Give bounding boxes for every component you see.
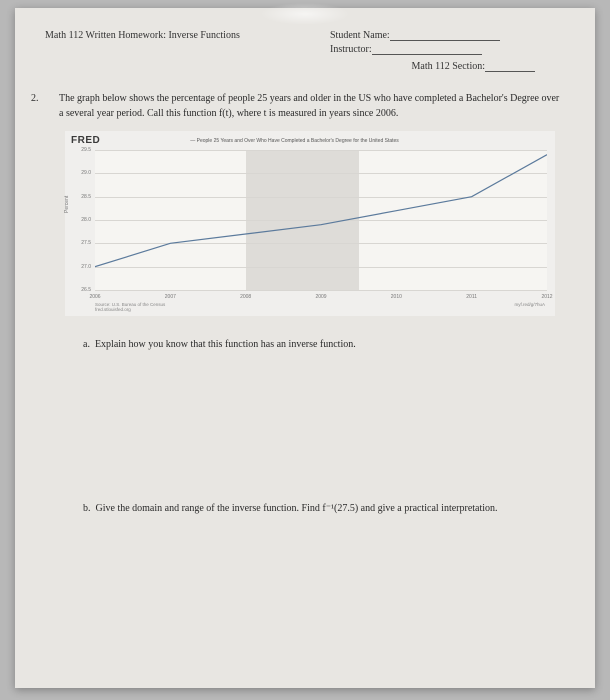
ytick-label: 26.5 bbox=[75, 287, 91, 293]
chart-plot-area: Percent 26.527.027.528.028.529.029.52006… bbox=[95, 150, 547, 290]
ytick-label: 27.0 bbox=[75, 264, 91, 270]
section-blank bbox=[485, 71, 535, 72]
gridline bbox=[95, 290, 547, 291]
question-text: The graph below shows the percentage of … bbox=[59, 93, 559, 119]
chart-ylabel: Percent bbox=[64, 196, 70, 213]
chart-source-right: myf.red/g/7huA bbox=[514, 302, 545, 312]
worksheet-page: Math 112 Written Homework: Inverse Funct… bbox=[15, 8, 595, 688]
chart-titlebar: FRED — People 25 Years and Over Who Have… bbox=[65, 131, 555, 148]
xtick-label: 2011 bbox=[466, 294, 477, 300]
xtick-label: 2009 bbox=[315, 294, 326, 300]
course-title: Math 112 Written Homework: Inverse Funct… bbox=[45, 30, 280, 41]
student-name-label: Student Name: bbox=[330, 30, 390, 41]
header-row-2: Instructor: bbox=[45, 44, 565, 55]
subq-a-text: Explain how you know that this function … bbox=[95, 339, 356, 350]
ytick-label: 28.0 bbox=[75, 217, 91, 223]
chart-source-left: Source: U.S. Bureau of the Census fred.s… bbox=[95, 302, 165, 312]
section-field: Math 112 Section: bbox=[45, 61, 565, 72]
question-2: 2.The graph below shows the percentage o… bbox=[45, 92, 565, 121]
chart-footer: Source: U.S. Bureau of the Census fred.s… bbox=[65, 290, 555, 316]
ytick-label: 27.5 bbox=[75, 240, 91, 246]
sub-question-a: a. Explain how you know that this functi… bbox=[83, 338, 565, 352]
xtick-label: 2007 bbox=[165, 294, 176, 300]
xtick-label: 2008 bbox=[240, 294, 251, 300]
subq-b-text: Give the domain and range of the inverse… bbox=[96, 503, 498, 514]
chart-series-label: — People 25 Years and Over Who Have Comp… bbox=[190, 138, 399, 144]
xtick-label: 2012 bbox=[541, 294, 552, 300]
ytick-label: 29.5 bbox=[75, 147, 91, 153]
ytick-label: 29.0 bbox=[75, 170, 91, 176]
subq-b-letter: b. bbox=[83, 503, 91, 514]
xtick-label: 2010 bbox=[391, 294, 402, 300]
name-blank bbox=[390, 40, 500, 41]
fred-chart: FRED — People 25 Years and Over Who Have… bbox=[65, 131, 555, 316]
chart-line bbox=[95, 150, 547, 290]
ytick-label: 28.5 bbox=[75, 194, 91, 200]
instructor-blank bbox=[372, 54, 482, 55]
instructor-label: Instructor: bbox=[330, 44, 372, 55]
xtick-label: 2006 bbox=[89, 294, 100, 300]
sub-question-b: b. Give the domain and range of the inve… bbox=[83, 502, 565, 516]
glare-overlay bbox=[260, 3, 350, 25]
question-number: 2. bbox=[45, 92, 59, 107]
student-name-field: Student Name: bbox=[280, 30, 565, 41]
instructor-field: Instructor: bbox=[280, 44, 565, 55]
subq-a-letter: a. bbox=[83, 339, 90, 350]
chart-brand: FRED bbox=[71, 135, 100, 146]
section-label: Math 112 Section: bbox=[411, 61, 485, 72]
header-row-1: Math 112 Written Homework: Inverse Funct… bbox=[45, 30, 565, 41]
